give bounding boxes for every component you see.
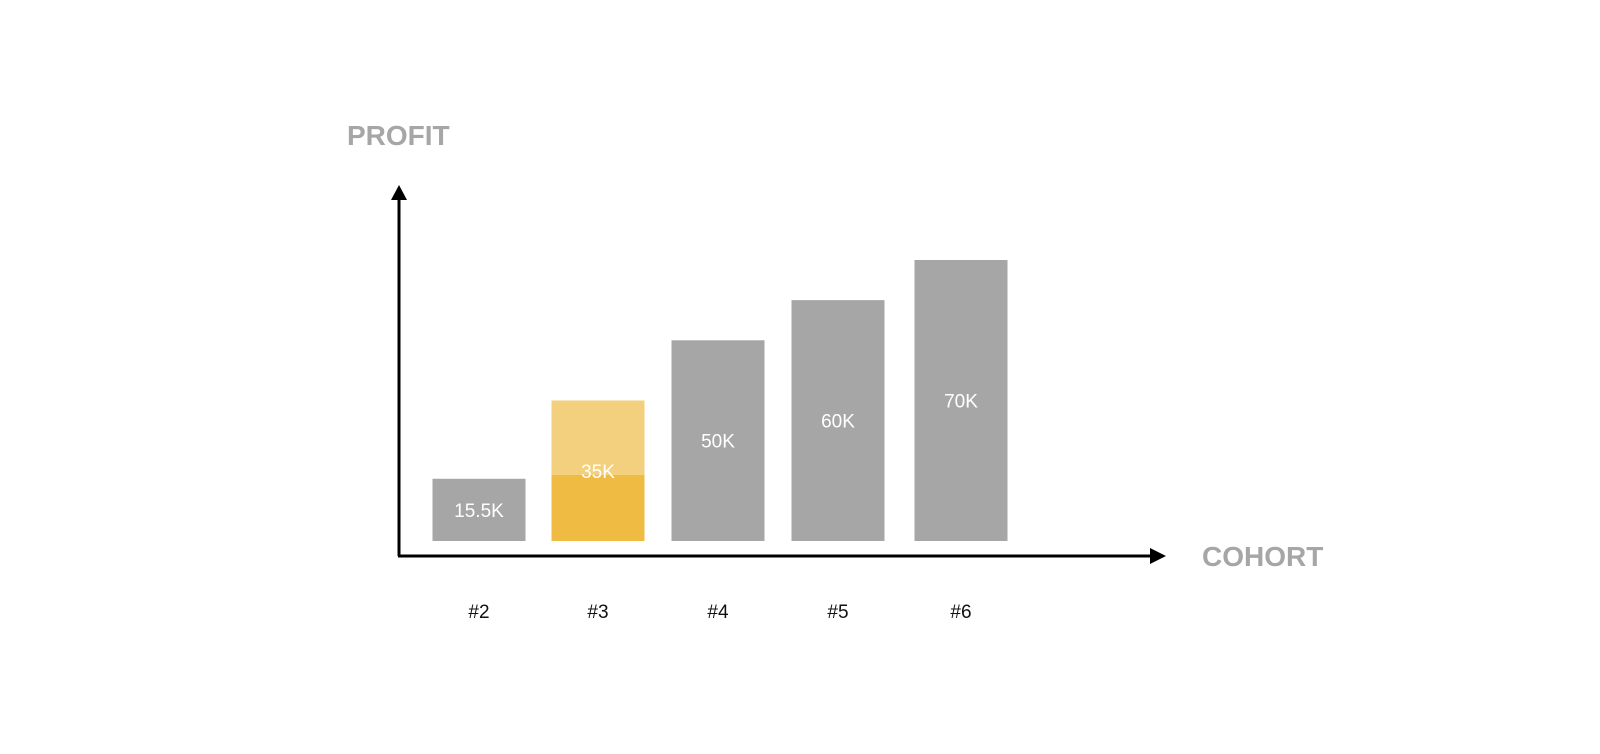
y-axis-title: PROFIT	[347, 120, 450, 151]
bar-value-label-4: 50K	[701, 432, 735, 453]
x-tick-label-3: #3	[587, 602, 608, 623]
x-tick-label-5: #5	[827, 602, 848, 623]
x-axis-title: COHORT	[1202, 541, 1323, 572]
bar-6	[914, 260, 1008, 541]
bar-3-actual	[551, 474, 645, 541]
bars-layer	[432, 260, 1008, 541]
x-tick-label-6: #6	[950, 602, 971, 623]
bar-4	[671, 340, 765, 541]
y-axis-arrow-icon	[391, 185, 407, 200]
bar-5	[791, 300, 885, 541]
x-axis-arrow-icon	[1150, 548, 1166, 564]
x-tick-label-4: #4	[707, 602, 729, 623]
x-tick-label-2: #2	[468, 602, 489, 623]
bar-2	[432, 478, 526, 541]
bar-value-label-5: 60K	[821, 412, 855, 433]
bar-value-labels: 15.5K 35K 50K 60K 70K	[454, 392, 978, 522]
bar-value-label-6: 70K	[944, 392, 978, 413]
bar-value-label-2: 15.5K	[454, 501, 504, 522]
x-tick-labels: #2 #3 #4 #5 #6	[468, 602, 971, 623]
bar-value-label-3: 35K	[581, 462, 615, 483]
bar-3-projected	[551, 400, 645, 475]
